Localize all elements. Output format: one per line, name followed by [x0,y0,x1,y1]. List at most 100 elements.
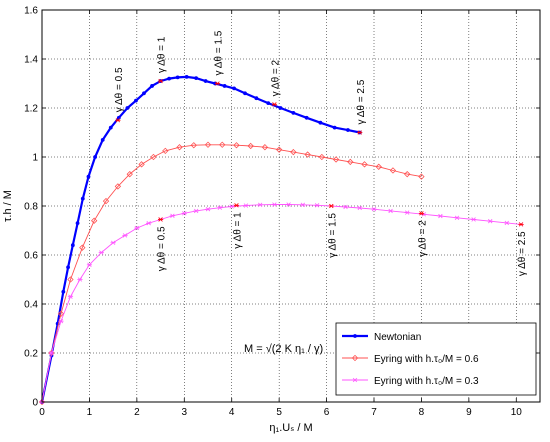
star-stroke [257,202,263,207]
y-tick-label: 0.8 [24,202,38,213]
legend-marker [352,377,358,383]
star-stroke [110,240,116,245]
highlight-label: γ Δθ = 1 [157,36,168,73]
star-stroke [352,377,358,383]
star-stroke [217,205,223,210]
data-point [471,217,477,222]
x-tick-label: 4 [229,407,235,418]
star-stroke [205,207,211,212]
x-axis-label: η₁.Uₛ / M [269,422,312,434]
star-stroke [329,203,334,209]
data-point [162,147,169,155]
legend: Newtonian Eyring with h.τ₀/M = 0.6 Eyring … [335,322,537,396]
star-stroke [518,222,524,227]
data-point [100,137,105,142]
star-stroke [234,203,239,208]
highlight-point [357,130,363,135]
star-stroke [300,202,306,207]
legend-label: Eyring with h.τ₀/M = 0.3 [374,376,479,387]
data-point [247,142,254,150]
highlight-point [115,118,121,123]
y-tick-label: 1.2 [24,104,38,115]
y-tick-label: 1.6 [24,6,38,17]
plot-frame [41,9,541,403]
highlight-point [157,217,164,222]
data-point [389,167,397,174]
data-point [437,213,443,219]
highlight-point [214,81,221,86]
x-tick-label: 10 [511,407,523,418]
data-point [454,215,460,220]
highlight-label: γ Δθ = 2.5 [517,231,528,276]
x-tick-label: 8 [419,407,425,418]
data-point [67,294,74,299]
highlight-point [271,102,277,107]
star-stroke [488,219,493,224]
data-point [346,128,350,132]
data-point [361,161,368,168]
data-point [125,106,130,110]
x-tick-label: 1 [87,407,93,418]
star-stroke [405,210,410,215]
data-point [278,106,283,110]
data-point [167,76,172,81]
star-stroke [357,130,362,135]
x-tick-label: 9 [466,407,472,418]
data-point [66,265,70,270]
star-stroke [357,205,362,211]
data-point [122,233,128,238]
data-point [57,310,65,317]
highlight-label: γ Δθ = 0.5 [157,226,168,271]
star-stroke [438,213,443,219]
data-point [404,170,411,178]
data-point [108,125,113,130]
data-point [300,202,306,207]
highlight-point [157,78,164,84]
highlight-label: γ Δθ = 2 [270,59,281,96]
data-point [261,144,269,151]
star-stroke [182,211,187,216]
data-point [332,156,340,163]
star-stroke [158,78,163,84]
data-point [110,240,116,245]
highlight-point [233,203,240,208]
data-point [175,75,180,80]
star-stroke [388,208,393,214]
x-tick-label: 7 [371,407,377,418]
data-point [150,153,157,161]
data-point [271,202,277,207]
data-point [332,125,337,130]
y-tick-label: 0.6 [24,251,38,262]
axis-ticks: 0 1 2 3 4 5 6 7 8 9 10 0 0.2 0.4 0.6 0.8 1 1.2 1.4 1.6 [24,6,540,418]
data-point [254,96,259,101]
data-point [138,161,145,168]
data-point [134,98,138,103]
data-point [146,220,152,226]
data-point [275,146,283,153]
data-point [375,163,382,170]
star-stroke [115,118,121,123]
star-stroke [87,262,92,267]
series-3 [39,202,524,405]
data-point [404,210,410,215]
y-tick-label: 0.4 [24,300,38,311]
data-point [86,174,91,179]
star-stroke [272,202,277,207]
data-point [48,350,55,356]
star-stroke [229,204,234,209]
data-point [190,142,197,149]
highlight-label: γ Δθ = 2.5 [356,79,367,124]
highlight-point [518,222,524,227]
data-point [371,207,377,212]
x-tick-label: 3 [182,407,188,418]
data-point [48,349,55,357]
data-point [342,204,349,210]
data-point [70,243,75,248]
data-point [266,101,271,105]
data-point [304,115,309,120]
x-tick-label: 2 [134,407,140,418]
star-stroke [49,350,54,356]
highlight-label: γ Δθ = 1.5 [213,30,224,75]
highlight-label: γ Δθ = 0.5 [114,67,125,112]
star-stroke [243,203,249,208]
